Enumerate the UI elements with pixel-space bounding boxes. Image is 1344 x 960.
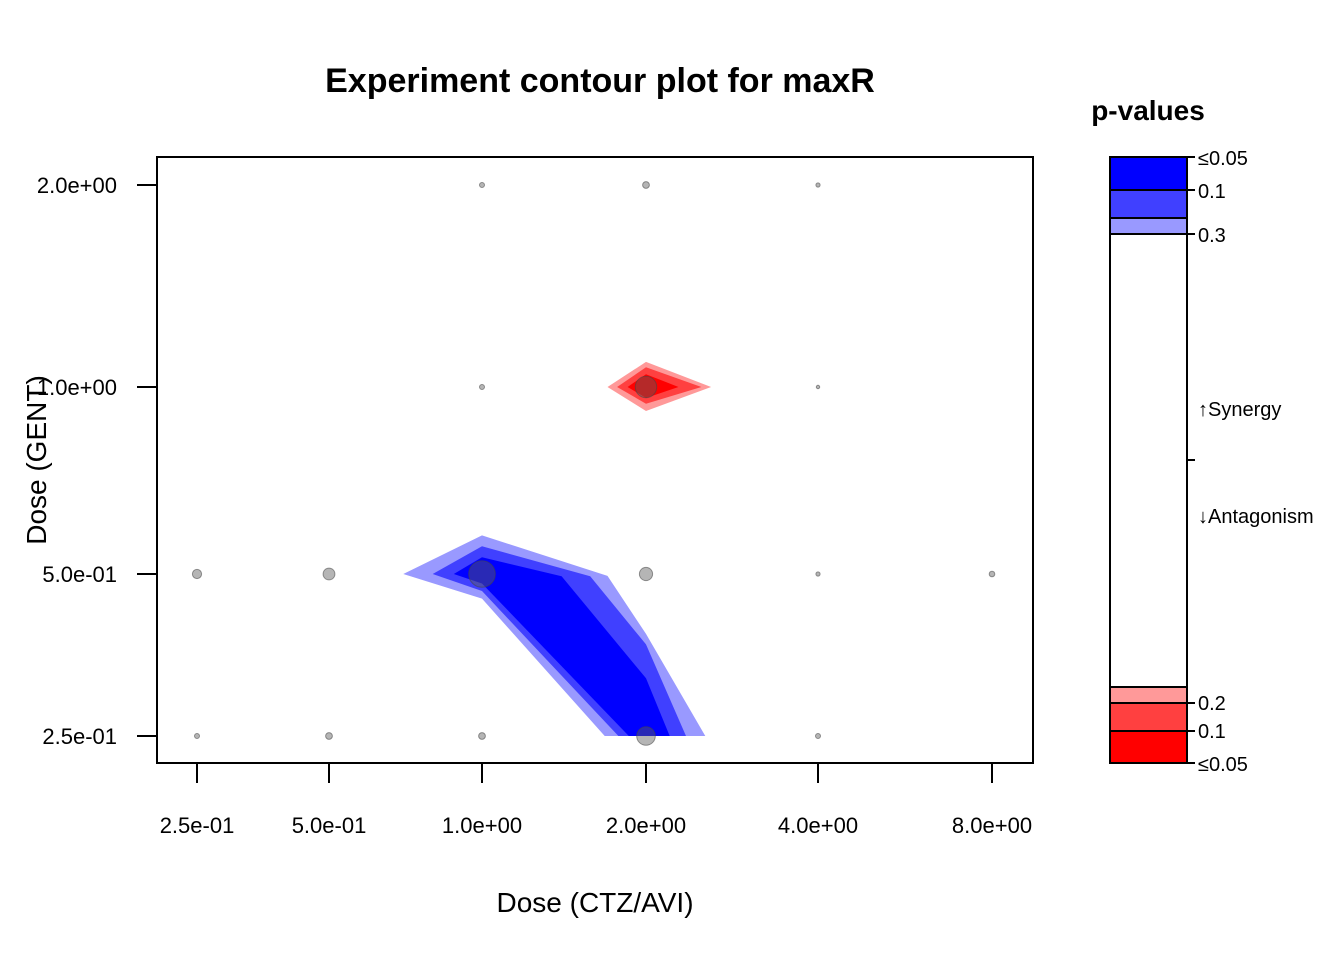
x-tick-label: 1.0e+00 [442,813,522,838]
data-point-11 [988,570,996,578]
chart-title: Experiment contour plot for maxR [325,62,875,100]
data-point-6 [191,568,203,580]
y-axis: 2.5e-01 5.0e-01 1.0e+00 2.0e+00 [37,173,158,749]
data-point-2 [815,182,821,188]
legend-frame [1109,156,1188,764]
legend-swatch-synergy [1110,218,1187,234]
synergy-label: ↑Synergy [1198,399,1281,421]
data-point-7 [322,567,336,581]
legend-tick-label: 0.1 [1198,721,1226,743]
y-tick-label: 5.0e-01 [42,562,117,587]
legend-tick-label: 0.1 [1198,181,1226,203]
data-point-12 [194,733,200,739]
x-axis: 2.5e-01 5.0e-01 1.0e+00 2.0e+00 4.0e+00 8.0e+… [160,762,1032,838]
legend-tick-label: 0.3 [1198,225,1226,247]
x-tick-label: 2.5e-01 [160,813,235,838]
data-point-15 [636,726,656,746]
x-tick-label: 8.0e+00 [952,813,1032,838]
x-tick-label: 2.0e+00 [606,813,686,838]
data-point-14 [478,732,486,740]
x-tick-label: 5.0e-01 [292,813,367,838]
legend-tick-label: 0.2 [1198,693,1226,715]
legend-tick-label: ≤0.05 [1198,148,1248,170]
legend-swatch-synergy [1110,190,1187,218]
x-axis-label: Dose (CTZ/AVI) [496,887,693,918]
y-tick-label: 2.0e+00 [37,173,117,198]
y-tick-label: 1.0e+00 [37,375,117,400]
legend-swatch-antagonism [1110,703,1187,731]
data-point-10 [815,571,821,577]
data-point-13 [325,732,333,740]
legend-swatch-antagonism [1110,731,1187,763]
data-point-5 [815,384,821,390]
legend-swatch-synergy [1110,157,1187,190]
data-point-3 [479,384,485,390]
antagonism-label: ↓Antagonism [1198,506,1314,528]
y-axis-label: Dose (GENT) [21,375,52,545]
legend-title: p-values [1091,95,1205,126]
synergy-region-2 [453,557,670,736]
data-points [191,181,996,746]
p-value-legend: ≤0.05 0.1 0.3 0.2 0.1 ≤0.05 [1109,148,1248,776]
legend-tick-label: ≤0.05 [1198,754,1248,776]
y-tick-label: 2.5e-01 [42,724,117,749]
data-point-4 [634,375,658,399]
data-point-9 [638,566,654,582]
data-point-8 [468,560,496,588]
data-point-0 [479,182,485,188]
x-tick-label: 4.0e+00 [778,813,858,838]
data-point-16 [815,733,821,739]
legend-swatch-antagonism [1110,687,1187,703]
contour-regions [403,361,712,736]
data-point-1 [642,181,650,189]
antagonism-region-2 [627,374,679,398]
